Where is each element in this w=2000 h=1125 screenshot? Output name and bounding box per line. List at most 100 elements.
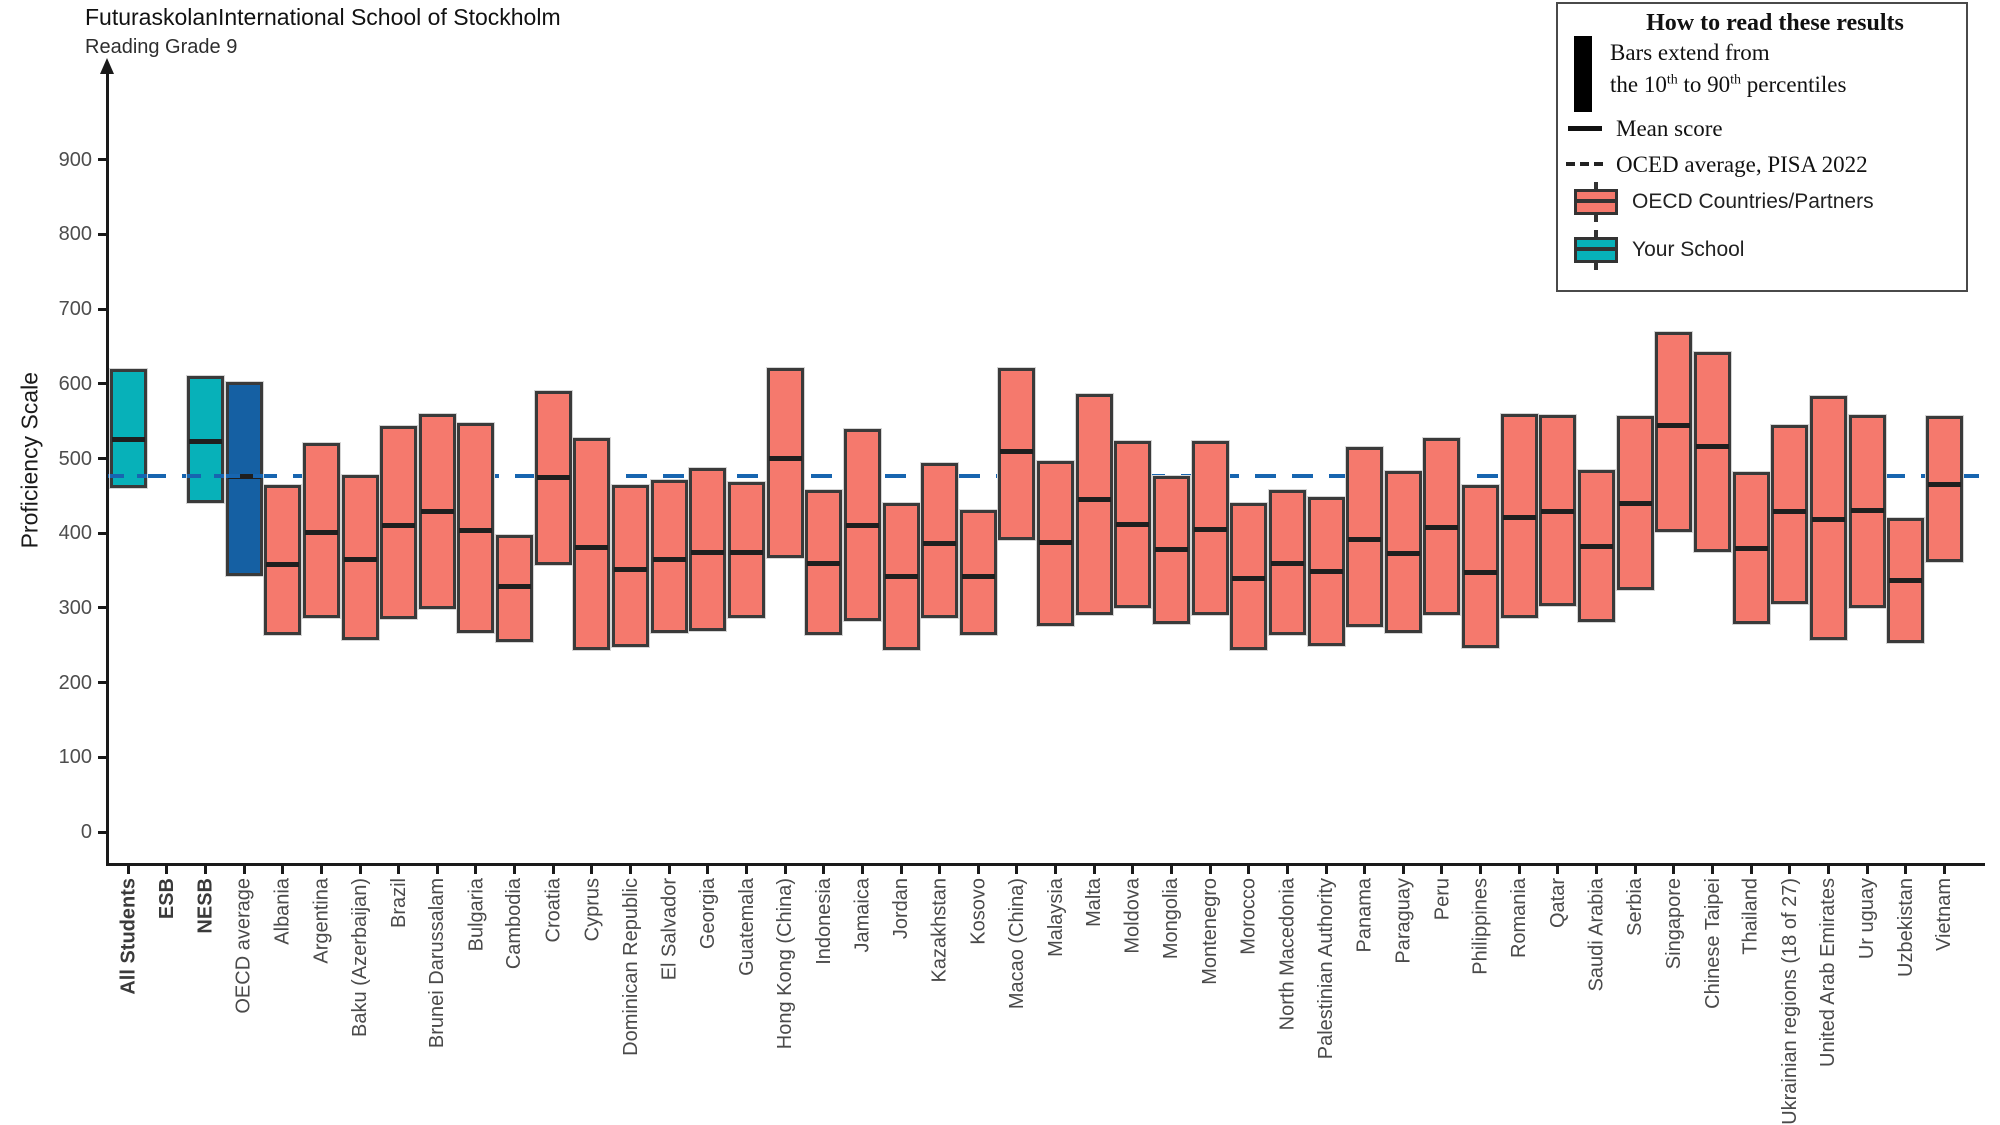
mean-line-jordan	[884, 574, 918, 579]
mean-line-thailand	[1734, 545, 1768, 551]
mean-line-bulgaria	[459, 527, 493, 533]
bar-thailand	[1732, 471, 1770, 624]
bar-morocco	[1230, 503, 1268, 650]
bar-serbia	[1616, 415, 1654, 590]
mean-line-el-salvador	[652, 556, 686, 562]
x-tick-uzbekistan	[1904, 866, 1908, 874]
percentile-bar-icon	[1574, 36, 1592, 112]
bar-oecd-average	[225, 381, 263, 576]
your-school-boxplot-icon	[1574, 230, 1618, 270]
bar-uzbekistan	[1887, 518, 1925, 643]
x-tick-philippines	[1479, 866, 1483, 874]
y-tick-300	[98, 606, 107, 610]
y-tick-label-700: 700	[58, 298, 92, 321]
x-tick-indonesia	[822, 866, 826, 874]
dashed-line-icon	[1566, 162, 1608, 166]
x-tick-brunei-darussalam	[435, 866, 439, 874]
mean-line-argentina	[304, 529, 338, 535]
x-tick-jordan	[899, 866, 903, 874]
x-axis-line	[106, 863, 1985, 866]
mean-line-peru	[1425, 524, 1459, 530]
x-tick-montenegro	[1208, 866, 1212, 874]
x-tick-el-salvador	[667, 866, 671, 874]
mean-line-ukrainian-regions-18-of-27	[1773, 509, 1807, 515]
bar-vietnam	[1925, 415, 1963, 562]
mean-line-paraguay	[1386, 550, 1420, 556]
bar-macao-china	[998, 368, 1036, 540]
y-tick-400	[98, 531, 107, 535]
x-tick-saudi-arabia	[1595, 866, 1599, 874]
mean-line-icon	[1568, 126, 1602, 131]
x-tick-nesb	[203, 866, 207, 874]
bar-panama	[1346, 446, 1384, 627]
x-tick-kosovo	[976, 866, 980, 874]
y-axis-arrow-icon	[100, 58, 114, 74]
mean-line-kosovo	[961, 574, 995, 579]
x-tick-romania	[1517, 866, 1521, 874]
mean-line-guatemala	[729, 550, 763, 556]
bar-malaysia	[1037, 461, 1075, 626]
y-tick-label-600: 600	[58, 372, 92, 395]
bar-argentina	[302, 442, 340, 619]
y-tick-200	[98, 681, 107, 685]
x-tick-argentina	[319, 866, 323, 874]
bar-malta	[1075, 393, 1113, 615]
mean-line-chinese-taipei	[1695, 444, 1729, 450]
bar-kosovo	[959, 510, 997, 635]
mean-line-saudi-arabia	[1580, 544, 1614, 550]
bar-croatia	[534, 391, 572, 566]
mean-line-panama	[1348, 536, 1382, 542]
mean-line-morocco	[1232, 576, 1266, 582]
mean-line-qatar	[1541, 509, 1575, 515]
bar-cambodia	[496, 534, 534, 642]
y-tick-label-100: 100	[58, 746, 92, 769]
x-tick-cyprus	[590, 866, 594, 874]
bar-paraguay	[1384, 471, 1422, 634]
x-tick-palestinian-authority	[1324, 866, 1328, 874]
mean-line-dominican-republic	[614, 567, 648, 573]
mean-line-serbia	[1618, 500, 1652, 506]
x-tick-vietnam	[1942, 866, 1946, 874]
x-tick-singapore	[1672, 866, 1676, 874]
y-tick-label-200: 200	[58, 671, 92, 694]
x-tick-moldova	[1131, 866, 1135, 874]
legend-heading: How to read these results	[1646, 10, 1904, 36]
y-tick-900	[98, 158, 107, 162]
x-tick-oecd-average	[242, 866, 246, 874]
mean-line-jamaica	[845, 523, 879, 529]
y-tick-label-0: 0	[80, 821, 92, 843]
bar-cyprus	[573, 438, 611, 650]
mean-line-georgia	[691, 550, 725, 556]
bar-mongolia	[1152, 476, 1190, 625]
bar-moldova	[1114, 441, 1152, 608]
bar-brunei-darussalam	[418, 414, 456, 609]
mean-line-vietnam	[1927, 482, 1961, 488]
bar-bulgaria	[457, 422, 495, 634]
mean-line-montenegro	[1193, 526, 1227, 532]
x-tick-all-students	[126, 866, 130, 874]
mean-line-all-students	[111, 437, 145, 443]
x-tick-brazil	[397, 866, 401, 874]
legend-your-school-label: Your School	[1632, 238, 1745, 261]
bar-guatemala	[727, 481, 765, 619]
x-tick-macao-china	[1015, 866, 1019, 874]
bar-chinese-taipei	[1693, 351, 1731, 552]
x-tick-jamaica	[860, 866, 864, 874]
bar-all-students	[109, 368, 147, 489]
x-tick-malaysia	[1054, 866, 1058, 874]
bar-indonesia	[805, 489, 843, 635]
y-tick-label-400: 400	[58, 522, 92, 545]
bar-kazakhstan	[921, 462, 959, 619]
mean-line-north-macedonia	[1270, 561, 1304, 567]
pisa-results-chart-page: { "header": { "title": "FuturaskolanInte…	[16, 2, 1985, 1125]
bar-brazil	[380, 426, 418, 620]
bar-philippines	[1462, 484, 1500, 649]
x-tick-peru	[1440, 866, 1444, 874]
mean-line-baku-azerbaijan	[343, 556, 377, 562]
mean-line-mongolia	[1154, 547, 1188, 553]
mean-line-croatia	[536, 474, 570, 480]
dashed-overlay-nesb	[186, 474, 224, 479]
bar-albania	[264, 484, 302, 635]
y-tick-600	[98, 382, 107, 386]
x-tick-morocco	[1247, 866, 1251, 874]
